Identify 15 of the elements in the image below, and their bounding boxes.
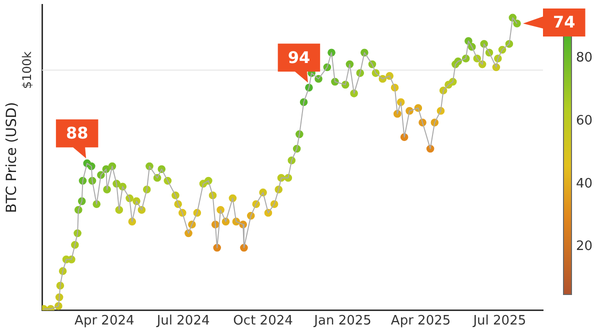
x-tick-label: Jul 2025 [472,314,526,329]
annotation: 88 [66,123,88,142]
annotation: 74 [552,12,576,32]
color-bar-label: 60 [576,113,593,128]
x-tick-label: Jan 2025 [313,314,372,329]
x-tick-label: Apr 2025 [390,314,451,329]
ref-line-label: $100k [20,51,34,89]
color-bar-label: 20 [576,239,593,254]
y-axis-title: BTC Price (USD) [4,102,20,214]
x-tick-label: Apr 2024 [74,314,134,329]
color-bar-label: 40 [576,176,593,192]
x-tick-label: Jul 2024 [156,314,210,329]
annotation: 94 [288,48,310,67]
x-tick-label: Oct 2024 [233,314,293,329]
color-bar-label: 80 [576,50,593,66]
